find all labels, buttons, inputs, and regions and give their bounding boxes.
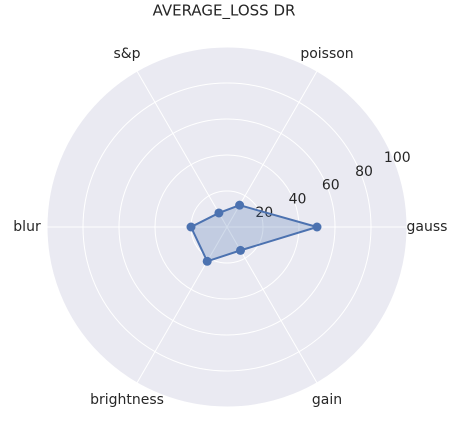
- category-label: gain: [312, 392, 342, 408]
- radar-point: [202, 256, 212, 266]
- spoke: [136, 226, 228, 384]
- category-label: brightness: [90, 392, 164, 408]
- category-label: poisson: [300, 46, 353, 62]
- radar-point: [235, 200, 245, 210]
- radar-point: [236, 245, 245, 255]
- r-tick-label: 40: [289, 191, 307, 207]
- radar-point: [214, 208, 224, 218]
- radar-point: [312, 222, 322, 232]
- category-label: s&p: [113, 46, 140, 62]
- r-tick-label: 60: [322, 178, 340, 194]
- r-tick-label: 20: [255, 205, 273, 221]
- r-tick-label: 100: [384, 150, 411, 166]
- spoke: [136, 70, 228, 228]
- radar-point: [186, 222, 196, 232]
- category-label: blur: [13, 219, 41, 235]
- category-label: gauss: [407, 219, 448, 235]
- r-tick-label: 80: [355, 164, 373, 180]
- spoke: [226, 70, 318, 228]
- chart-title: AVERAGE_LOSS DR: [153, 2, 296, 21]
